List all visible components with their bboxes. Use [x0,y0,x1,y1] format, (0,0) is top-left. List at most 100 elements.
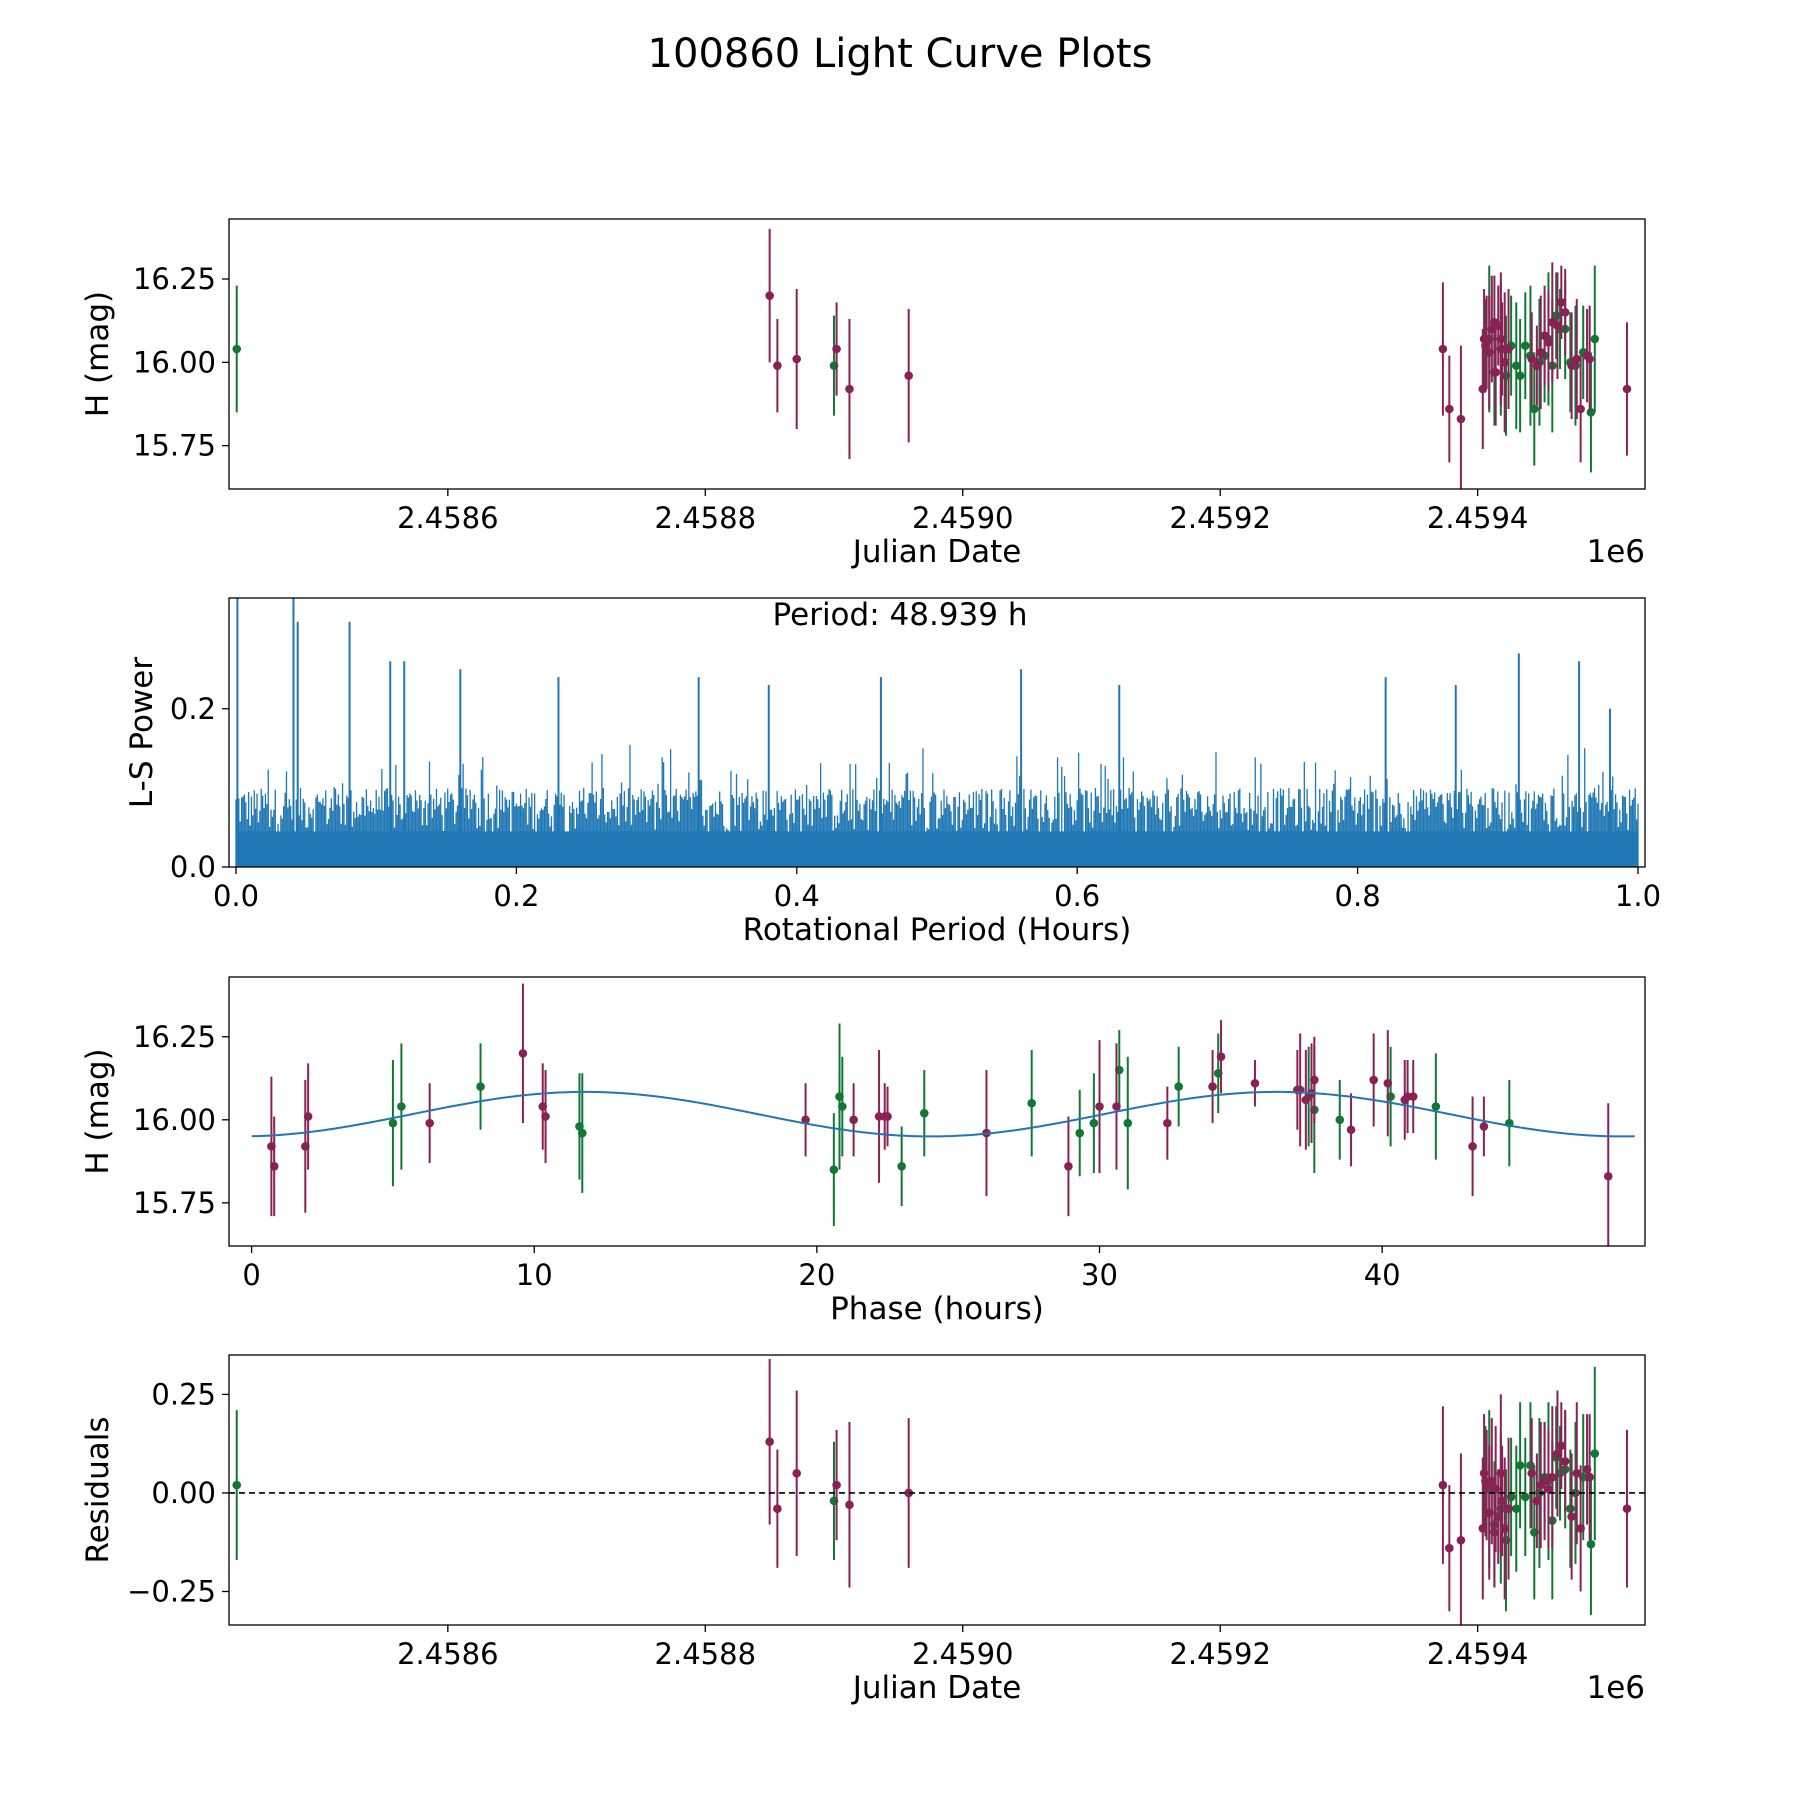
data-point-g [919,1108,929,1118]
y-axis-label: L-S Power [124,657,160,808]
x-axis-label: Julian Date [851,534,1022,570]
x-tick-label: 0.0 [213,879,259,913]
data-point-o [1553,1449,1562,1458]
data-point-g [1586,1539,1596,1549]
x-tick-label: 2.4592 [1169,501,1270,535]
y-tick-label: 15.75 [133,1186,216,1220]
data-point-o [773,361,782,370]
data-point-g [1515,1461,1525,1470]
data-point-g [1590,1449,1600,1458]
data-point-o [832,1480,841,1490]
y-tick-label: 16.00 [133,345,216,379]
data-point-g [1123,1118,1133,1128]
y-tick-label: −0.25 [127,1574,216,1608]
data-point-g [1520,1492,1530,1502]
data-point-g [577,1128,587,1138]
data-point-o [883,1112,892,1121]
panel-phased: 0 10 20 30 40 15.75 16.00 16.25 Phase (hours) H (… [80,976,1646,1327]
data-point-o [1112,1102,1121,1111]
data-point-o [765,291,774,300]
data-point-o [1585,1472,1594,1482]
data-point-g [1529,404,1539,414]
x-tick-label: 2.4594 [1427,501,1528,535]
data-point-o [1468,1142,1477,1151]
fit-curve [251,1090,1635,1138]
data-point-o [1383,1078,1393,1088]
x-tick-label: 2.4594 [1427,1637,1528,1671]
axes-frame [228,218,1646,490]
data-point-o [1557,298,1566,307]
x-tick-label: 20 [798,1258,835,1292]
data-point-o [1544,338,1553,347]
x-tick-label: 1.0 [1615,879,1661,913]
data-point-o [518,1049,528,1058]
data-point-g [1566,1504,1575,1514]
data-point-o [1622,1504,1632,1514]
data-point-o [845,384,854,394]
data-point-o [541,1112,550,1121]
data-point-o [1572,354,1582,364]
data-point-g [1089,1118,1099,1128]
data-point-o [792,354,801,364]
data-point-o [1369,1075,1378,1085]
y-tick-label: 0.0 [170,850,216,884]
data-point-g [1075,1128,1085,1138]
data-point-g [1511,1504,1521,1514]
x-tick-label: 2.4588 [655,501,756,535]
data-point-g [1511,361,1521,370]
data-point-o [792,1468,801,1478]
data-point-g [1515,371,1525,380]
data-point-o [1536,348,1546,357]
data-point-o [1163,1118,1172,1128]
data-point-o [1216,1052,1226,1062]
x-tick-label: 30 [1081,1258,1118,1292]
data-point-o [1301,1095,1311,1105]
x-tick-label: 0.6 [1054,879,1100,913]
data-point-o [1540,1476,1549,1486]
y-tick-label: 16.25 [133,1020,216,1054]
data-point-o [1557,1441,1566,1450]
data-point-o [269,1161,279,1171]
data-point-o [1576,1524,1585,1533]
data-point-o [1491,368,1500,377]
data-point-o [1208,1082,1217,1091]
data-point-o [1572,1468,1582,1478]
data-point-o [1500,1524,1509,1533]
x-tick-label: 2.4590 [912,501,1013,535]
data-point-o [1560,308,1570,317]
data-point-o [1567,1512,1576,1521]
data-point-o [1504,344,1513,354]
data-point-o [303,1112,313,1121]
data-point-o [1567,361,1576,370]
x-tick-label: 2.4592 [1169,1637,1270,1671]
axes-frame [228,597,1646,868]
x-tick-label: 0.4 [774,879,820,913]
y-tick-label: 0.00 [151,1476,216,1510]
panel-periodogram: 0.0 0.2 0.4 0.6 0.8 1.0 0.0 0.2 Rotational Perio… [124,597,1661,948]
data-point-o [1622,384,1632,394]
data-point-o [1527,1468,1537,1478]
y-tick-label: 16.25 [133,262,216,296]
data-point-o [904,371,913,380]
data-point-g [232,344,242,354]
data-point-o [1438,1480,1448,1490]
panel-residuals: 2.4586 2.4588 2.4590 2.4592 2.4594 −0.25 0.00 0… [80,1354,1646,1706]
data-point-o [1408,1092,1418,1101]
data-point-o [1544,1484,1553,1494]
y-tick-label: 0.2 [170,692,216,726]
data-point-o [845,1500,854,1510]
data-point-o [1532,361,1542,370]
plot-area [232,229,1632,489]
data-point-o [1095,1102,1104,1111]
data-point-g [897,1161,906,1171]
data-point-g [1335,1115,1345,1125]
data-point-o [1479,1122,1489,1131]
data-point-o [1445,404,1454,414]
data-point-o [1250,1078,1260,1088]
x-tick-label: 2.4586 [397,501,498,535]
data-point-o [1346,1125,1356,1135]
x-axis-label: Rotational Period (Hours) [743,912,1132,948]
x-tick-label: 10 [516,1258,553,1292]
